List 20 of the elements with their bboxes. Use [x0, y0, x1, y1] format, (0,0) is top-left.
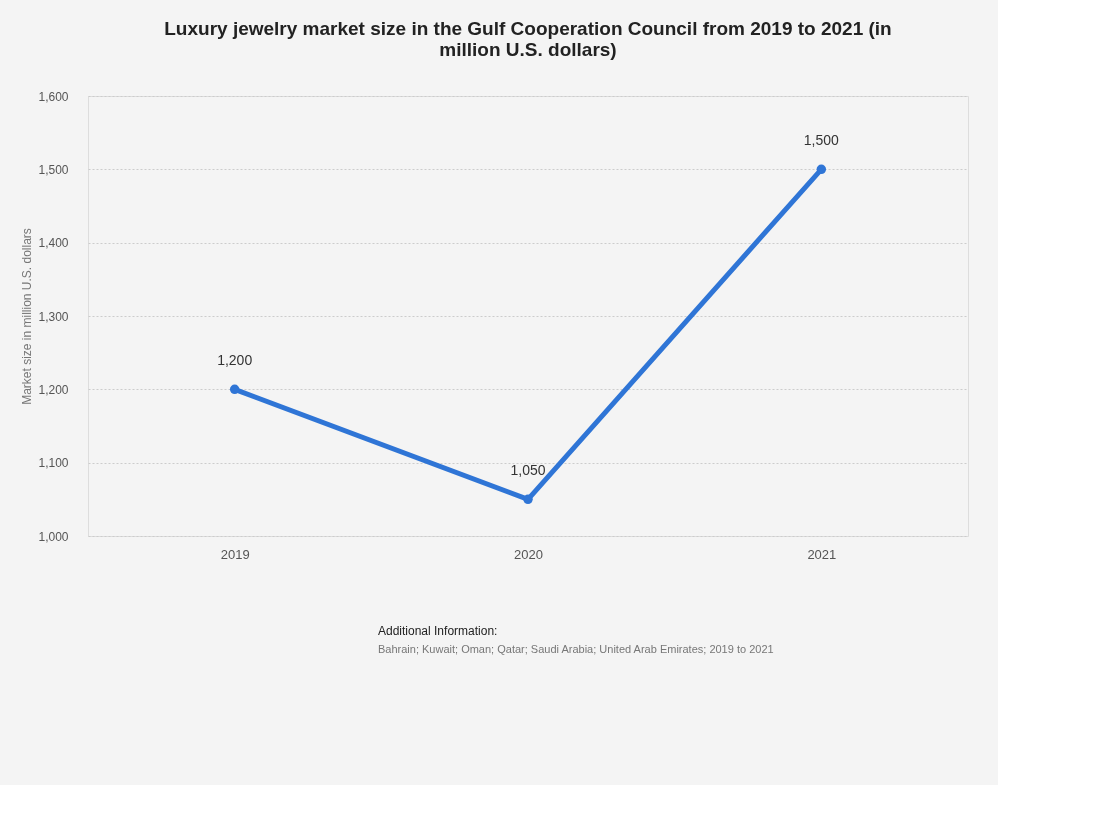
y-tick-label: 1,500	[38, 162, 69, 177]
x-tick-label: 2021	[807, 546, 837, 562]
point	[229, 384, 240, 395]
data-label: 1,500	[803, 132, 840, 149]
data-label: 1,050	[510, 462, 546, 479]
x-tick-label: 2020	[514, 546, 543, 562]
x-tick-label: 2019	[220, 546, 250, 562]
point	[523, 494, 533, 505]
y-tick-label: 1,600	[38, 89, 69, 104]
point	[816, 164, 827, 175]
text: Additional Information:	[378, 624, 498, 638]
y-tick-label: 1,100	[38, 456, 69, 471]
data-label: 1,200	[217, 352, 253, 369]
y-tick-label: 1,000	[38, 529, 69, 544]
y-tick-label: 1,400	[38, 236, 69, 251]
chart-title: Luxury jewelry market size in the Gulf Cooperation Council from 2019 to 2021 (in million U.S. dollars)	[164, 18, 892, 60]
y-tick-label: 1,200	[38, 382, 69, 397]
text: Bahrain; Kuwait; Oman; Qatar; Saudi Arabia; United Arab Emirates; 2019 to 2021	[378, 643, 774, 655]
y-axis-title: Market size in million U.S. dollars	[20, 228, 35, 405]
y-tick-label: 1,300	[38, 309, 69, 324]
